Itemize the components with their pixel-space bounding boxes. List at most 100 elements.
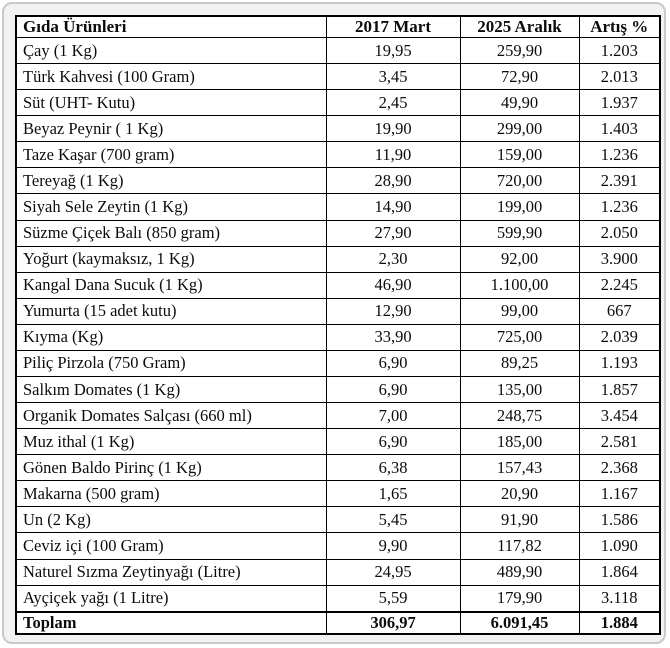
table-body: Çay (1 Kg) 19,95 259,90 1.203 Türk Kahvesi (… <box>15 36 661 613</box>
product-name-cell: Türk Kahvesi (100 Gram) <box>15 63 327 91</box>
price-2017-cell: 6,38 <box>325 454 461 482</box>
increase-cell: 1.193 <box>578 349 661 378</box>
price-2017-cell: 12,90 <box>325 297 461 325</box>
table-row: Organik Domates Salçası (660 ml) 7,00 248,… <box>15 402 661 430</box>
total-2017-cell: 306,97 <box>325 611 461 635</box>
table-row: Ceviz içi (100 Gram) 9,90 117,82 1.090 <box>15 532 661 560</box>
header-increase-percent-column: Artış % <box>578 15 661 38</box>
increase-cell: 1.203 <box>578 36 661 65</box>
product-name-cell: Taze Kaşar (700 gram) <box>15 141 327 169</box>
increase-cell: 2.391 <box>578 167 661 195</box>
price-2017-cell: 5,59 <box>325 584 461 613</box>
price-2017-cell: 33,90 <box>325 323 461 351</box>
price-2017-cell: 2,45 <box>325 89 461 117</box>
increase-cell: 2.050 <box>578 219 661 247</box>
price-2017-cell: 27,90 <box>325 219 461 247</box>
price-2025-cell: 157,43 <box>459 454 580 482</box>
table-row: Yoğurt (kaymaksız, 1 Kg) 2,30 92,00 3.900 <box>15 245 661 273</box>
price-2017-cell: 46,90 <box>325 271 461 299</box>
increase-cell: 1.236 <box>578 193 661 221</box>
price-2017-cell: 1,65 <box>325 480 461 508</box>
total-label-cell: Toplam <box>15 611 327 635</box>
price-2017-cell: 7,00 <box>325 402 461 430</box>
product-name-cell: Beyaz Peynir ( 1 Kg) <box>15 115 327 143</box>
product-name-cell: Makarna (500 gram) <box>15 480 327 508</box>
price-2017-cell: 6,90 <box>325 376 461 404</box>
total-2025-cell: 6.091,45 <box>459 611 580 635</box>
table-row: Süzme Çiçek Balı (850 gram) 27,90 599,90 2.… <box>15 219 661 247</box>
price-2025-cell: 179,90 <box>459 584 580 613</box>
price-2017-cell: 2,30 <box>325 245 461 273</box>
price-2025-cell: 99,00 <box>459 297 580 325</box>
product-name-cell: Naturel Sızma Zeytinyağı (Litre) <box>15 558 327 586</box>
price-2017-cell: 6,90 <box>325 428 461 456</box>
table-row: Türk Kahvesi (100 Gram) 3,45 72,90 2.013 <box>15 63 661 91</box>
table-row: Süt (UHT- Kutu) 2,45 49,90 1.937 <box>15 89 661 117</box>
price-2017-cell: 28,90 <box>325 167 461 195</box>
price-2025-cell: 135,00 <box>459 376 580 404</box>
price-2025-cell: 299,00 <box>459 115 580 143</box>
price-2025-cell: 248,75 <box>459 402 580 430</box>
price-2017-cell: 19,90 <box>325 115 461 143</box>
price-2025-cell: 20,90 <box>459 480 580 508</box>
price-2017-cell: 19,95 <box>325 36 461 65</box>
increase-cell: 2.039 <box>578 323 661 351</box>
product-name-cell: Tereyağ (1 Kg) <box>15 167 327 195</box>
product-name-cell: Kıyma (Kg) <box>15 323 327 351</box>
price-2025-cell: 489,90 <box>459 558 580 586</box>
table-row: Beyaz Peynir ( 1 Kg) 19,90 299,00 1.403 <box>15 115 661 143</box>
food-prices-table: Gıda Ürünleri 2017 Mart 2025 Aralık Artı… <box>15 15 661 635</box>
product-name-cell: Kangal Dana Sucuk (1 Kg) <box>15 271 327 299</box>
price-2025-cell: 720,00 <box>459 167 580 195</box>
product-name-cell: Çay (1 Kg) <box>15 36 327 65</box>
table-row: Piliç Pirzola (750 Gram) 6,90 89,25 1.193 <box>15 349 661 378</box>
product-name-cell: Ceviz içi (100 Gram) <box>15 532 327 560</box>
header-2025-aralik-column: 2025 Aralık <box>459 15 580 38</box>
table-row: Taze Kaşar (700 gram) 11,90 159,00 1.236 <box>15 141 661 169</box>
product-name-cell: Muz ithal (1 Kg) <box>15 428 327 456</box>
product-name-cell: Gönen Baldo Pirinç (1 Kg) <box>15 454 327 482</box>
price-2025-cell: 1.100,00 <box>459 271 580 299</box>
table-row: Naturel Sızma Zeytinyağı (Litre) 24,95 489… <box>15 558 661 586</box>
increase-cell: 1.937 <box>578 89 661 117</box>
price-2017-cell: 3,45 <box>325 63 461 91</box>
product-name-cell: Yumurta (15 adet kutu) <box>15 297 327 325</box>
price-2025-cell: 725,00 <box>459 323 580 351</box>
increase-cell: 667 <box>578 297 661 325</box>
price-2017-cell: 14,90 <box>325 193 461 221</box>
product-name-cell: Salkım Domates (1 Kg) <box>15 376 327 404</box>
total-increase-cell: 1.884 <box>578 611 661 635</box>
product-name-cell: Süt (UHT- Kutu) <box>15 89 327 117</box>
increase-cell: 1.090 <box>578 532 661 560</box>
table-row: Gönen Baldo Pirinç (1 Kg) 6,38 157,43 2.368 <box>15 454 661 482</box>
price-2025-cell: 72,90 <box>459 63 580 91</box>
increase-cell: 1.586 <box>578 506 661 534</box>
increase-cell: 2.013 <box>578 63 661 91</box>
price-2017-cell: 11,90 <box>325 141 461 169</box>
product-name-cell: Organik Domates Salçası (660 ml) <box>15 402 327 430</box>
increase-cell: 1.857 <box>578 376 661 404</box>
product-name-cell: Piliç Pirzola (750 Gram) <box>15 349 327 378</box>
price-2025-cell: 49,90 <box>459 89 580 117</box>
table-row: Kangal Dana Sucuk (1 Kg) 46,90 1.100,00 2.2… <box>15 271 661 299</box>
price-2025-cell: 259,90 <box>459 36 580 65</box>
price-2025-cell: 89,25 <box>459 349 580 378</box>
price-2025-cell: 117,82 <box>459 532 580 560</box>
increase-cell: 1.167 <box>578 480 661 508</box>
table-row: Kıyma (Kg) 33,90 725,00 2.039 <box>15 323 661 351</box>
price-2025-cell: 91,90 <box>459 506 580 534</box>
product-name-cell: Siyah Sele Zeytin (1 Kg) <box>15 193 327 221</box>
header-2017-mart-column: 2017 Mart <box>325 15 461 38</box>
product-name-cell: Ayçiçek yağı (1 Litre) <box>15 584 327 613</box>
table-row: Makarna (500 gram) 1,65 20,90 1.167 <box>15 480 661 508</box>
price-2025-cell: 599,90 <box>459 219 580 247</box>
increase-cell: 1.864 <box>578 558 661 586</box>
table-row: Salkım Domates (1 Kg) 6,90 135,00 1.857 <box>15 376 661 404</box>
table-row: Çay (1 Kg) 19,95 259,90 1.203 <box>15 36 661 65</box>
price-2017-cell: 5,45 <box>325 506 461 534</box>
price-2025-cell: 159,00 <box>459 141 580 169</box>
increase-cell: 2.581 <box>578 428 661 456</box>
price-2025-cell: 185,00 <box>459 428 580 456</box>
table-row: Un (2 Kg) 5,45 91,90 1.586 <box>15 506 661 534</box>
